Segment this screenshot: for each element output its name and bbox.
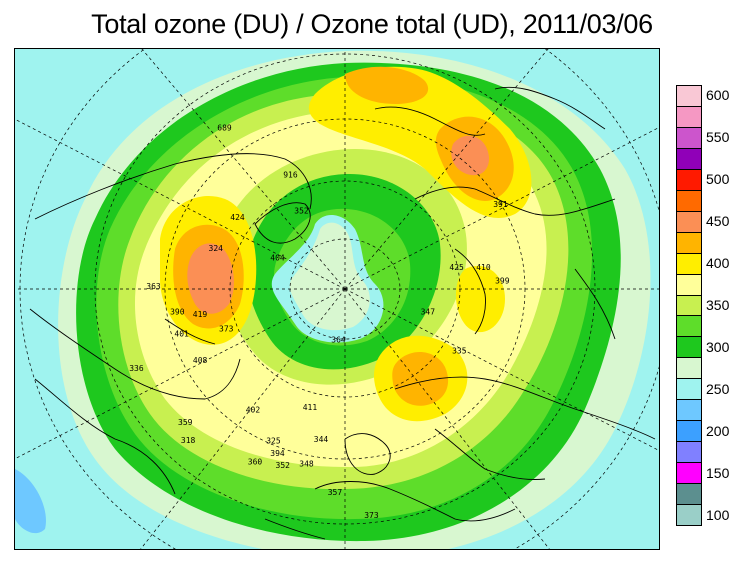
- ozone-band-425-se: [392, 352, 449, 406]
- legend-swatch: [676, 210, 702, 233]
- legend-label: 500: [706, 171, 730, 188]
- legend-swatch: [676, 252, 702, 275]
- legend-swatch: [676, 273, 702, 296]
- observation-label: 344: [314, 435, 329, 444]
- legend-swatch: [676, 85, 702, 107]
- legend-swatch: [676, 399, 702, 422]
- observation-label: 335: [452, 346, 467, 355]
- observation-label: 360: [248, 457, 263, 466]
- ozone-band-450-ne: [451, 135, 490, 176]
- observation-label: 404: [270, 254, 285, 263]
- observation-label: 419: [193, 310, 208, 319]
- observation-label: 411: [303, 403, 318, 412]
- observation-label: 352: [276, 461, 291, 470]
- legend-swatch: [676, 504, 702, 526]
- legend-swatch: [676, 294, 702, 317]
- observation-label: 359: [178, 418, 193, 427]
- legend-label: 550: [706, 129, 730, 146]
- observation-label: 373: [219, 325, 234, 334]
- legend-label: 300: [706, 338, 730, 355]
- observation-label: 399: [495, 277, 510, 286]
- observation-label: 390: [170, 308, 185, 317]
- legend-swatch: [676, 483, 702, 506]
- observation-label: 408: [193, 356, 208, 365]
- ozone-band-400-east: [455, 265, 505, 333]
- legend-swatch: [676, 147, 702, 170]
- observation-label: 373: [364, 511, 379, 520]
- legend-label: 600: [706, 87, 730, 104]
- legend-label: 450: [706, 213, 730, 230]
- observation-label: 325: [266, 436, 281, 445]
- legend-swatch: [676, 105, 702, 128]
- observation-label: 336: [129, 364, 144, 373]
- observation-label: 689: [217, 123, 232, 132]
- ozone-map: 391 410 425 399 347 335 364 373 419 401 408 390 363 3…: [14, 48, 660, 550]
- legend-swatch: [676, 336, 702, 359]
- legend-label: 400: [706, 255, 730, 272]
- observation-label: 402: [246, 405, 261, 414]
- legend-label: 350: [706, 297, 730, 313]
- observation-label: 364: [331, 335, 346, 344]
- observation-label: 401: [174, 330, 189, 339]
- legend-label: 250: [706, 380, 730, 397]
- observation-label: 324: [209, 244, 224, 253]
- legend-swatch: [676, 315, 702, 338]
- legend-label: 100: [706, 506, 730, 523]
- observation-label: 363: [146, 282, 161, 291]
- legend-swatch: [676, 441, 702, 464]
- ozone-band-225: [15, 469, 46, 534]
- ozone-band-450-west: [187, 243, 234, 314]
- legend-label: 150: [706, 464, 730, 481]
- legend-label: 200: [706, 422, 730, 439]
- legend-swatch: [676, 420, 702, 443]
- observation-labels: 391 410 425 399 347 335 364 373 419 401 408 390 363 3…: [129, 123, 510, 520]
- observation-label: 391: [493, 200, 508, 209]
- legend-swatch: [676, 357, 702, 380]
- legend-swatch: [676, 168, 702, 191]
- observation-label: 394: [270, 449, 285, 458]
- observation-label: 410: [476, 263, 491, 272]
- observation-label: 424: [230, 213, 245, 222]
- observation-label: 357: [328, 488, 343, 497]
- observation-label: 318: [181, 436, 196, 445]
- graticule: [15, 49, 659, 549]
- legend-swatch: [676, 462, 702, 485]
- map-title: Total ozone (DU) / Ozone total (UD), 201…: [91, 9, 653, 39]
- observation-label: 916: [283, 171, 298, 180]
- legend-swatch: [676, 126, 702, 149]
- observation-label: 352: [294, 207, 309, 216]
- color-legend: 600 550 500 450 400 350 300 250 200 150 100: [676, 85, 744, 526]
- ozone-map-canvas: 391 410 425 399 347 335 364 373 419 401 408 390 363 3…: [15, 49, 659, 549]
- ozone-band-425-north: [345, 66, 429, 104]
- observation-label: 425: [449, 263, 464, 272]
- legend-swatch: [676, 231, 702, 254]
- legend-swatch: [676, 378, 702, 401]
- observation-label: 347: [421, 308, 436, 317]
- observation-label: 348: [299, 460, 314, 469]
- ozone-polar-low-light: [289, 222, 370, 331]
- coastlines: [29, 86, 656, 540]
- legend-swatch: [676, 189, 702, 212]
